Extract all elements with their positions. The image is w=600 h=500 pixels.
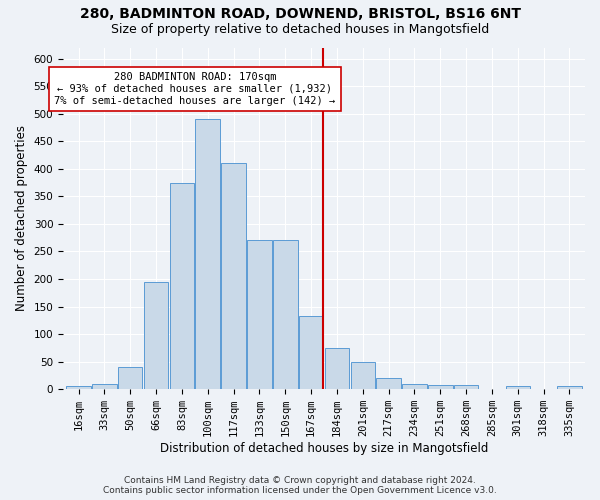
- Bar: [196, 119, 220, 389]
- Bar: [402, 384, 427, 389]
- Bar: [170, 182, 194, 389]
- X-axis label: Distribution of detached houses by size in Mangotsfield: Distribution of detached houses by size …: [160, 442, 488, 455]
- Bar: [428, 385, 452, 389]
- Bar: [92, 384, 116, 389]
- Text: 280, BADMINTON ROAD, DOWNEND, BRISTOL, BS16 6NT: 280, BADMINTON ROAD, DOWNEND, BRISTOL, B…: [79, 8, 521, 22]
- Bar: [325, 348, 349, 389]
- Bar: [273, 240, 298, 389]
- Bar: [557, 386, 582, 389]
- Bar: [221, 163, 246, 389]
- Text: Size of property relative to detached houses in Mangotsfield: Size of property relative to detached ho…: [111, 22, 489, 36]
- Bar: [66, 386, 91, 389]
- Text: Contains HM Land Registry data © Crown copyright and database right 2024.
Contai: Contains HM Land Registry data © Crown c…: [103, 476, 497, 495]
- Bar: [118, 367, 142, 389]
- Bar: [506, 386, 530, 389]
- Bar: [350, 362, 375, 389]
- Bar: [299, 316, 323, 389]
- Y-axis label: Number of detached properties: Number of detached properties: [15, 126, 28, 312]
- Bar: [376, 378, 401, 389]
- Bar: [247, 240, 272, 389]
- Bar: [454, 386, 478, 389]
- Text: 280 BADMINTON ROAD: 170sqm
← 93% of detached houses are smaller (1,932)
7% of se: 280 BADMINTON ROAD: 170sqm ← 93% of deta…: [54, 72, 335, 106]
- Bar: [144, 282, 169, 389]
